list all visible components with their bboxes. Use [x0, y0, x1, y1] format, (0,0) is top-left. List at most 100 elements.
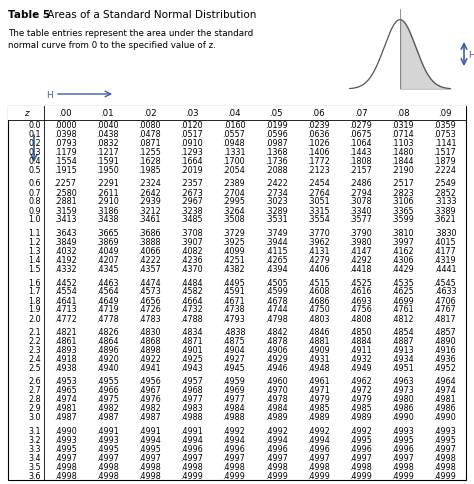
- Text: .4864: .4864: [96, 336, 118, 345]
- Text: .0871: .0871: [138, 139, 161, 148]
- Text: .3643: .3643: [54, 228, 76, 238]
- Text: H: H: [46, 91, 53, 99]
- Text: .1406: .1406: [307, 148, 329, 157]
- Text: .3708: .3708: [181, 228, 203, 238]
- Text: .4996: .4996: [307, 444, 330, 453]
- Text: .4986: .4986: [392, 404, 414, 413]
- Text: .2939: .2939: [138, 197, 161, 206]
- Text: .2019: .2019: [180, 166, 203, 175]
- Text: .3869: .3869: [96, 238, 118, 246]
- Text: .1368: .1368: [265, 148, 287, 157]
- Text: .4474: .4474: [138, 278, 161, 287]
- Text: .05: .05: [269, 109, 283, 118]
- Text: .3980: .3980: [349, 238, 372, 246]
- Text: .4936: .4936: [434, 354, 456, 363]
- Text: .2291: .2291: [96, 179, 119, 188]
- Text: .4591: .4591: [222, 287, 245, 296]
- Text: .4913: .4913: [392, 345, 414, 354]
- Text: .4962: .4962: [349, 377, 372, 386]
- Text: .1141: .1141: [434, 139, 456, 148]
- Text: .3621: .3621: [434, 215, 456, 224]
- Text: .4973: .4973: [392, 386, 414, 394]
- Text: .4370: .4370: [181, 264, 203, 273]
- Text: .4997: .4997: [96, 453, 119, 462]
- Text: 1.0: 1.0: [28, 215, 41, 224]
- Text: .4868: .4868: [138, 336, 161, 345]
- Text: .4996: .4996: [392, 444, 414, 453]
- Text: .4918: .4918: [54, 354, 76, 363]
- Text: .4997: .4997: [349, 453, 372, 462]
- Text: .1331: .1331: [223, 148, 245, 157]
- Text: .06: .06: [311, 109, 325, 118]
- Text: .4979: .4979: [349, 394, 372, 404]
- Text: .4980: .4980: [392, 394, 414, 404]
- Text: .4995: .4995: [54, 444, 76, 453]
- Text: .4115: .4115: [265, 246, 287, 256]
- Text: .4535: .4535: [392, 278, 414, 287]
- Text: .4998: .4998: [349, 462, 372, 471]
- Text: .1915: .1915: [54, 166, 76, 175]
- Text: .4441: .4441: [434, 264, 456, 273]
- Text: .4996: .4996: [222, 444, 245, 453]
- Text: .2389: .2389: [222, 179, 245, 188]
- Text: .4992: .4992: [349, 426, 372, 435]
- Text: .2881: .2881: [54, 197, 76, 206]
- Text: .4664: .4664: [181, 296, 203, 305]
- Text: .4988: .4988: [181, 413, 203, 422]
- Text: .4998: .4998: [138, 462, 161, 471]
- Text: .4916: .4916: [434, 345, 456, 354]
- Text: 3.0: 3.0: [28, 413, 41, 422]
- Text: .4099: .4099: [222, 246, 245, 256]
- Text: 0.2: 0.2: [28, 139, 41, 148]
- Text: .4934: .4934: [392, 354, 414, 363]
- Text: .4495: .4495: [222, 278, 245, 287]
- Text: .3078: .3078: [349, 197, 372, 206]
- Text: .2995: .2995: [222, 197, 246, 206]
- Text: .2910: .2910: [96, 197, 118, 206]
- Text: .4147: .4147: [349, 246, 372, 256]
- Text: 1.2: 1.2: [28, 238, 41, 246]
- Text: .4998: .4998: [54, 471, 76, 480]
- Text: .4991: .4991: [180, 426, 203, 435]
- Text: .3962: .3962: [307, 238, 330, 246]
- Text: 3.5: 3.5: [28, 462, 41, 471]
- Text: .4656: .4656: [138, 296, 161, 305]
- Text: .4564: .4564: [96, 287, 118, 296]
- Text: .4850: .4850: [349, 327, 372, 336]
- Text: .4678: .4678: [265, 296, 287, 305]
- Text: .3810: .3810: [392, 228, 414, 238]
- Text: 0.8: 0.8: [28, 197, 41, 206]
- Text: .3264: .3264: [223, 206, 245, 215]
- Text: .4884: .4884: [349, 336, 372, 345]
- Text: .4279: .4279: [307, 256, 330, 264]
- Text: .4292: .4292: [349, 256, 372, 264]
- Text: .3907: .3907: [180, 238, 203, 246]
- Text: .4812: .4812: [392, 314, 414, 323]
- Text: .4738: .4738: [223, 305, 245, 314]
- Text: .4987: .4987: [138, 413, 161, 422]
- Text: 3.6: 3.6: [28, 471, 41, 480]
- Text: .4963: .4963: [392, 377, 414, 386]
- Text: .4875: .4875: [222, 336, 245, 345]
- Text: .4993: .4993: [54, 435, 76, 444]
- Text: .4525: .4525: [349, 278, 372, 287]
- Text: .4999: .4999: [391, 471, 414, 480]
- Text: .4545: .4545: [434, 278, 456, 287]
- Text: .0987: .0987: [264, 139, 287, 148]
- Text: .3023: .3023: [265, 197, 287, 206]
- Text: .4049: .4049: [96, 246, 118, 256]
- Text: .4929: .4929: [264, 354, 288, 363]
- Text: .07: .07: [354, 109, 367, 118]
- Text: .4898: .4898: [138, 345, 161, 354]
- Text: .0910: .0910: [181, 139, 203, 148]
- Text: .4861: .4861: [54, 336, 76, 345]
- Text: .0239: .0239: [307, 121, 330, 130]
- Text: .4984: .4984: [223, 404, 245, 413]
- Text: .4826: .4826: [96, 327, 118, 336]
- Text: .4901: .4901: [181, 345, 203, 354]
- Text: .4222: .4222: [138, 256, 161, 264]
- Text: .3340: .3340: [349, 206, 372, 215]
- Text: .4616: .4616: [349, 287, 372, 296]
- Text: .4956: .4956: [138, 377, 161, 386]
- Text: .4995: .4995: [138, 444, 161, 453]
